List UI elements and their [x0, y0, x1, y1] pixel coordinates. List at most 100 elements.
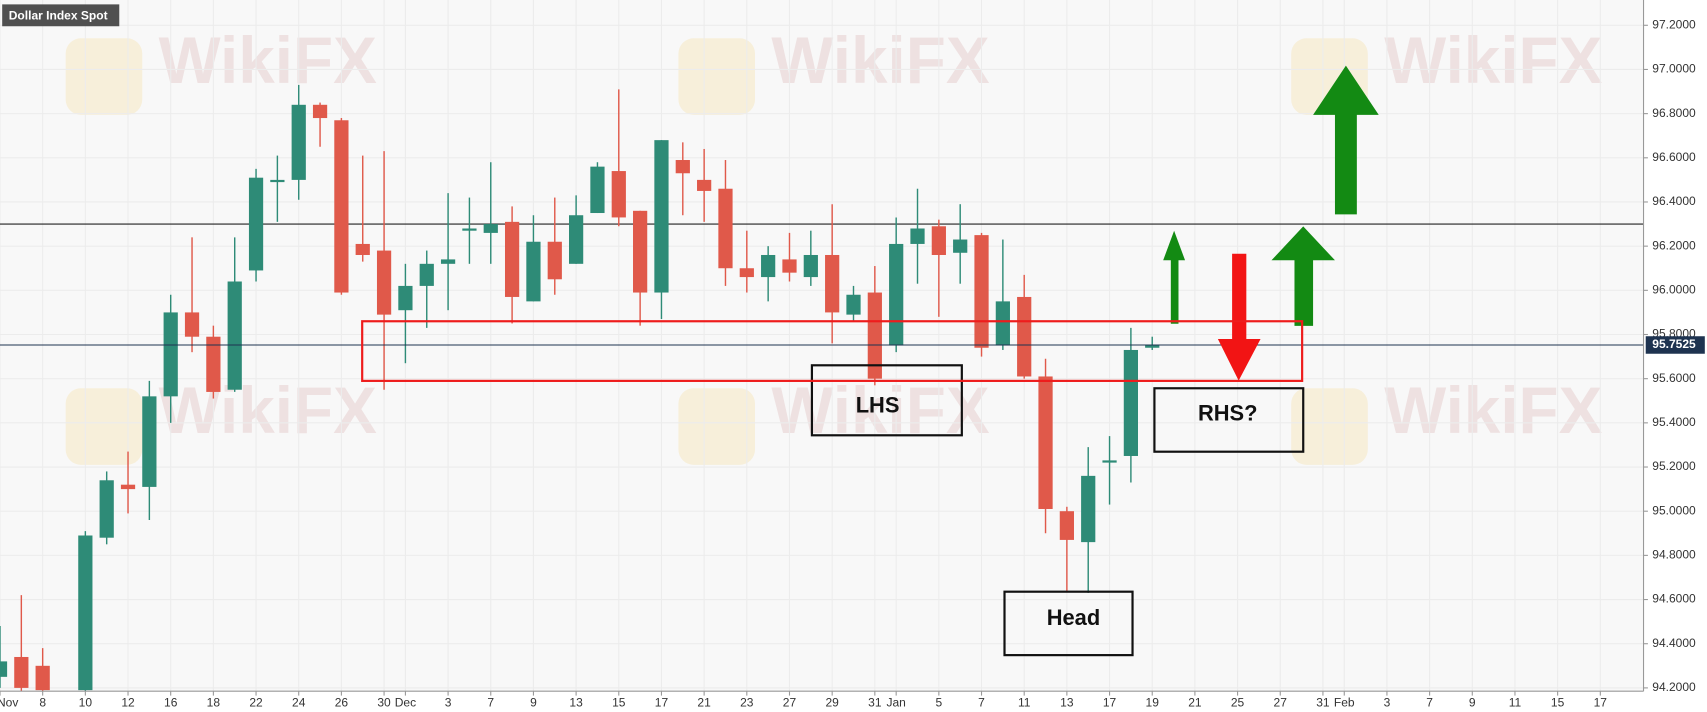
last-price-label: 95.7525 — [1652, 337, 1696, 351]
watermark: WikiFX — [1384, 374, 1602, 447]
y-tick-label: 96.8000 — [1652, 106, 1696, 120]
x-tick-label: 11 — [1509, 695, 1522, 709]
candle-body — [590, 166, 605, 214]
candle-body — [440, 259, 456, 264]
chart-title: Dollar Index Spot — [9, 9, 108, 23]
x-tick-label: 15 — [612, 695, 626, 709]
candle-body — [184, 312, 200, 337]
x-tick-label: 8 — [39, 695, 46, 709]
x-tick-label: 16 — [164, 695, 178, 709]
candle-body — [974, 235, 989, 348]
watermark: WikiFX — [159, 24, 377, 97]
x-tick-label: 25 — [1231, 695, 1245, 709]
candle-body — [398, 285, 413, 311]
y-tick-label: 96.4000 — [1652, 194, 1696, 208]
candle-body — [120, 484, 136, 490]
x-tick-label: 7 — [978, 695, 985, 709]
candle-body — [697, 179, 712, 191]
candle-body — [931, 226, 946, 255]
x-tick-label: Nov — [0, 695, 18, 709]
candle-body — [825, 254, 840, 313]
candle-body — [0, 661, 8, 677]
candle-body — [355, 243, 370, 255]
x-tick-label: 15 — [1551, 695, 1565, 709]
watermark: WikiFX — [1384, 24, 1602, 97]
candle-body — [846, 294, 861, 315]
x-tick-label: 18 — [207, 695, 221, 709]
candle-body — [526, 241, 541, 302]
candle-body — [248, 177, 264, 271]
x-tick-label: 17 — [1103, 695, 1117, 709]
candle-body — [462, 228, 477, 231]
arrow-up-large — [1313, 65, 1379, 215]
candle-body — [1081, 475, 1096, 543]
candle-body — [782, 259, 797, 273]
y-tick-label: 95.0000 — [1652, 503, 1696, 517]
x-tick-label: 21 — [1188, 695, 1202, 709]
arrow-down — [1217, 253, 1261, 381]
x-tick-label: 30 — [377, 695, 391, 709]
y-tick-label: 95.2000 — [1652, 459, 1696, 473]
y-tick-label: 96.6000 — [1652, 150, 1696, 164]
x-tick-label: 5 — [936, 695, 943, 709]
candle-body — [1145, 344, 1160, 348]
y-tick-label: 95.4000 — [1652, 415, 1696, 429]
x-tick-label: Feb — [1334, 695, 1355, 709]
candle-body — [142, 396, 157, 487]
x-tick-label: 29 — [825, 695, 839, 709]
candle-body — [803, 254, 818, 278]
candle-body — [675, 160, 690, 174]
y-tick-label: 97.0000 — [1652, 62, 1696, 76]
candle-body — [718, 188, 733, 269]
x-tick-label: 22 — [249, 695, 263, 709]
x-tick-label: Dec — [395, 695, 416, 709]
x-tick-label: 27 — [1274, 695, 1288, 709]
x-tick-label: 13 — [1060, 695, 1074, 709]
x-tick-label: 9 — [530, 695, 537, 709]
watermark-logo — [1291, 388, 1368, 465]
candle-body — [889, 243, 904, 346]
x-tick-label: 9 — [1469, 695, 1476, 709]
candle-body — [867, 292, 882, 379]
candle-body — [14, 656, 29, 688]
candle-body — [1017, 296, 1032, 377]
y-tick-label: 94.4000 — [1652, 636, 1696, 650]
candle-body — [611, 171, 626, 218]
candle-body — [35, 665, 50, 691]
y-tick-label: 97.2000 — [1652, 17, 1696, 31]
neckline-zone — [361, 320, 1304, 382]
y-tick-label: 94.6000 — [1652, 592, 1696, 606]
candle-body — [334, 120, 349, 293]
x-tick-label: Jan — [886, 695, 905, 709]
x-tick-label: 3 — [1384, 695, 1391, 709]
candle-body — [995, 301, 1010, 346]
x-tick-label: 26 — [335, 695, 349, 709]
x-tick-label: 10 — [79, 695, 93, 709]
x-tick-label: 7 — [1426, 695, 1433, 709]
title-box — [2, 4, 120, 27]
x-tick-label: 24 — [292, 695, 306, 709]
candle-body — [206, 336, 221, 392]
watermark-logo — [65, 38, 143, 115]
candle-body — [483, 224, 498, 233]
x-tick-label: 3 — [445, 695, 452, 709]
candle-body — [291, 104, 306, 180]
candle-body — [270, 179, 285, 183]
candle-body — [953, 239, 968, 253]
arrow-up-medium — [1271, 226, 1335, 326]
x-tick-label: 17 — [1594, 695, 1608, 709]
candle-body — [1038, 376, 1053, 509]
rhs-label: RHS? — [1198, 400, 1258, 425]
axes: 94.2000 94.4000 94.6000 94.8000 95.0000 95.20… — [0, 17, 1705, 709]
watermark: WikiFX — [159, 374, 377, 447]
x-tick-label: 31 — [868, 695, 882, 709]
x-tick-label: 7 — [487, 695, 494, 709]
watermark: WikiFX — [771, 24, 989, 97]
candle-body — [227, 281, 242, 390]
candle-body — [1102, 460, 1117, 463]
x-tick-label: 27 — [783, 695, 797, 709]
candle-body — [654, 140, 669, 293]
x-tick-label: 13 — [569, 695, 583, 709]
